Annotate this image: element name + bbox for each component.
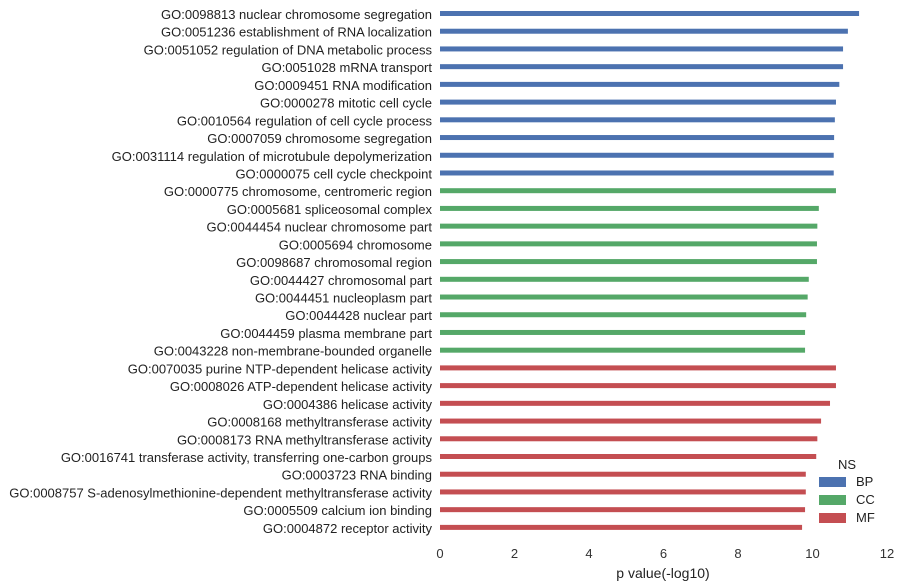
bar xyxy=(440,117,835,123)
x-tick-label: 12 xyxy=(880,546,894,561)
bar xyxy=(440,436,818,442)
bar xyxy=(440,365,836,371)
legend: NS BP CC MF xyxy=(819,457,875,525)
legend-title: NS xyxy=(838,457,856,472)
category-label: GO:0005694 chromosome xyxy=(279,237,432,252)
bar xyxy=(440,64,844,70)
x-axis-title: p value(-log10) xyxy=(616,565,709,581)
bars-group xyxy=(440,11,860,530)
bar xyxy=(440,11,860,16)
legend-swatch xyxy=(819,477,846,487)
category-label: GO:0005681 spliceosomal complex xyxy=(227,202,433,217)
category-label: GO:0008026 ATP-dependent helicase activi… xyxy=(170,379,433,394)
legend-label: CC xyxy=(856,492,875,507)
category-label: GO:0044428 nuclear part xyxy=(285,308,432,323)
bar xyxy=(440,400,831,406)
legend-swatch xyxy=(819,513,846,523)
bar xyxy=(440,383,836,389)
bar xyxy=(440,276,809,282)
bar xyxy=(440,347,806,353)
category-label: GO:0044451 nucleoplasm part xyxy=(255,291,432,306)
category-label: GO:0000775 chromosome, centromeric regio… xyxy=(164,184,432,199)
x-tick-label: 4 xyxy=(585,546,592,561)
bar xyxy=(440,81,840,87)
bar xyxy=(440,507,806,513)
category-label: GO:0010564 regulation of cell cycle proc… xyxy=(177,113,433,128)
bar xyxy=(440,259,817,265)
category-label: GO:0009451 RNA modification xyxy=(254,78,432,93)
category-label: GO:0004872 receptor activity xyxy=(263,521,433,536)
bar xyxy=(440,152,834,158)
category-label: GO:0098813 nuclear chromosome segregatio… xyxy=(161,7,432,22)
bar xyxy=(440,489,806,495)
category-label: GO:0044459 plasma membrane part xyxy=(220,326,432,341)
bar xyxy=(440,223,818,229)
bar xyxy=(440,170,834,176)
bar xyxy=(440,418,822,424)
category-label: GO:0008173 RNA methyltransferase activit… xyxy=(177,432,433,447)
bar xyxy=(440,46,844,52)
category-label: GO:0008757 S-adenosylmethionine-dependen… xyxy=(9,485,432,500)
category-label: GO:0008168 methyltransferase activity xyxy=(207,415,432,430)
category-label: GO:0004386 helicase activity xyxy=(263,397,433,412)
category-label: GO:0000278 mitotic cell cycle xyxy=(260,96,432,111)
bar xyxy=(440,329,806,335)
x-tick-label: 6 xyxy=(660,546,667,561)
bar xyxy=(440,241,817,247)
bar xyxy=(440,99,836,105)
category-label: GO:0044454 nuclear chromosome part xyxy=(207,220,433,235)
category-label: GO:0031114 regulation of microtubule dep… xyxy=(112,149,432,164)
category-label: GO:0051052 regulation of DNA metabolic p… xyxy=(144,42,433,57)
category-label: GO:0005509 calcium ion binding xyxy=(243,503,432,518)
legend-label: BP xyxy=(856,474,873,489)
x-tick-label: 10 xyxy=(805,546,819,561)
bar xyxy=(440,312,807,318)
category-label: GO:0016741 transferase activity, transfe… xyxy=(61,450,433,465)
legend-swatch xyxy=(819,495,846,505)
x-tick-label: 0 xyxy=(436,546,443,561)
x-tick-label: 8 xyxy=(734,546,741,561)
category-labels: GO:0098813 nuclear chromosome segregatio… xyxy=(9,7,432,536)
bar xyxy=(440,294,808,300)
bar xyxy=(440,454,817,459)
x-tick-label: 2 xyxy=(511,546,518,561)
category-label: GO:0098687 chromosomal region xyxy=(236,255,432,270)
category-label: GO:0051028 mRNA transport xyxy=(261,60,432,75)
legend-label: MF xyxy=(856,510,875,525)
category-label: GO:0000075 cell cycle checkpoint xyxy=(235,166,432,181)
bar xyxy=(440,471,806,477)
bar xyxy=(440,524,803,530)
category-label: GO:0003723 RNA binding xyxy=(282,468,432,483)
category-label: GO:0043228 non-membrane-bounded organell… xyxy=(154,344,432,359)
bar xyxy=(440,188,836,194)
category-label: GO:0007059 chromosome segregation xyxy=(207,131,432,146)
category-label: GO:0051236 establishment of RNA localiza… xyxy=(161,25,432,40)
x-axis-ticks: 0 2 4 6 8 10 12 xyxy=(436,546,894,561)
category-label: GO:0044427 chromosomal part xyxy=(250,273,432,288)
category-label: GO:0070035 purine NTP-dependent helicase… xyxy=(128,361,433,376)
bar xyxy=(440,205,819,211)
bar xyxy=(440,28,848,34)
bar xyxy=(440,135,835,141)
